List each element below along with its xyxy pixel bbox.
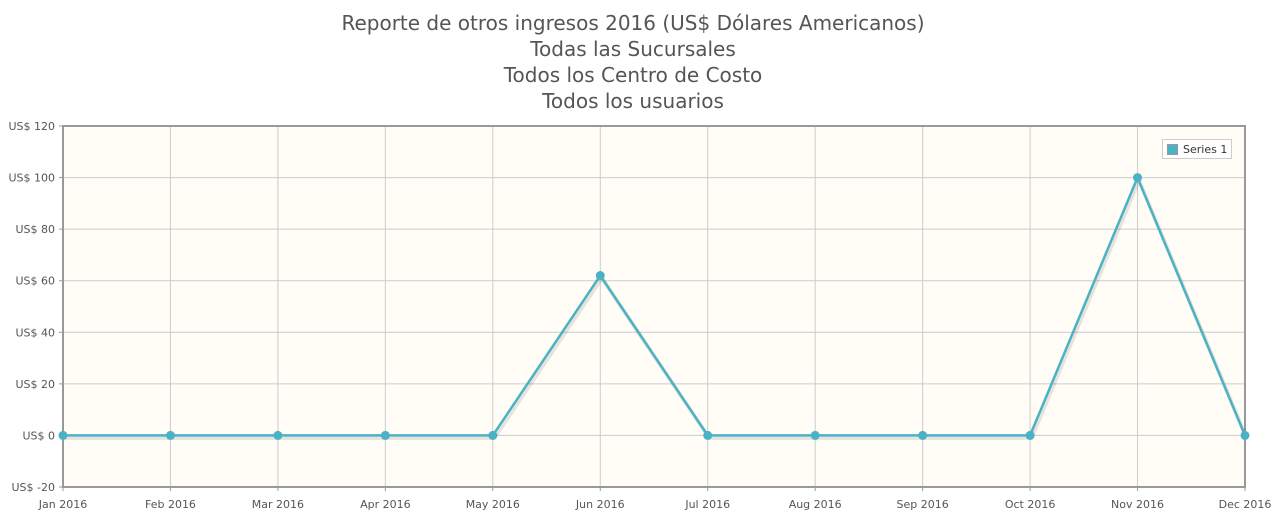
data-point[interactable] [273, 430, 283, 440]
y-tick-label: US$ 0 [22, 429, 55, 442]
x-tick-label: Jul 2016 [684, 498, 730, 511]
data-point[interactable] [595, 271, 605, 281]
x-axis: Jan 2016 Feb 2016 Mar 2016 Apr 2016 May 2016… [38, 487, 1272, 511]
data-point[interactable] [165, 430, 175, 440]
x-tick-label: Nov 2016 [1111, 498, 1164, 511]
y-tick-label: US$ -20 [12, 481, 56, 494]
chart-subtitle-users: Todos los usuarios [542, 89, 724, 113]
y-tick-label: US$ 60 [15, 275, 55, 288]
x-tick-label: Aug 2016 [789, 498, 842, 511]
x-tick-label: Jun 2016 [575, 498, 625, 511]
data-point[interactable] [810, 430, 820, 440]
x-tick-label: Jan 2016 [38, 498, 87, 511]
x-tick-label: Dec 2016 [1219, 498, 1272, 511]
series-line [63, 176, 1247, 437]
x-tick-label: Feb 2016 [145, 498, 196, 511]
x-tick-label: Sep 2016 [897, 498, 949, 511]
y-tick-label: US$ 40 [15, 326, 55, 339]
chart-subtitle-cost-centers: Todos los Centro de Costo [503, 63, 763, 87]
x-tick-label: Apr 2016 [360, 498, 411, 511]
plot-border [62, 125, 1246, 488]
data-point[interactable] [1025, 430, 1035, 440]
y-axis: US$ -20 US$ 0 US$ 20 US$ 40 US$ 60 US$ 80 US$ … [8, 120, 63, 494]
legend-swatch-series-1 [1167, 143, 1178, 155]
y-tick-label: US$ 80 [15, 223, 55, 236]
plot-area [63, 126, 1245, 487]
chart-subtitle-branches: Todas las Sucursales [530, 37, 736, 61]
y-tick-label: US$ 120 [8, 120, 55, 133]
x-tick-label: May 2016 [466, 498, 520, 511]
data-point[interactable] [58, 430, 68, 440]
data-point[interactable] [380, 430, 390, 440]
legend-label-series-1: Series 1 [1183, 142, 1228, 156]
data-point[interactable] [1133, 173, 1143, 183]
x-tick-label: Oct 2016 [1005, 498, 1056, 511]
chart-title: Reporte de otros ingresos 2016 (US$ Dóla… [341, 11, 925, 35]
y-tick-label: US$ 100 [8, 172, 55, 185]
data-point[interactable] [1240, 430, 1250, 440]
x-tick-label: Mar 2016 [252, 498, 304, 511]
data-point[interactable] [703, 430, 713, 440]
chart-title-block: Reporte de otros ingresos 2016 (US$ Dóla… [0, 10, 1266, 114]
legend[interactable]: Series 1 [1162, 139, 1233, 159]
data-point[interactable] [488, 430, 498, 440]
series-group [58, 173, 1250, 440]
data-point[interactable] [918, 430, 928, 440]
y-tick-label: US$ 20 [15, 378, 55, 391]
